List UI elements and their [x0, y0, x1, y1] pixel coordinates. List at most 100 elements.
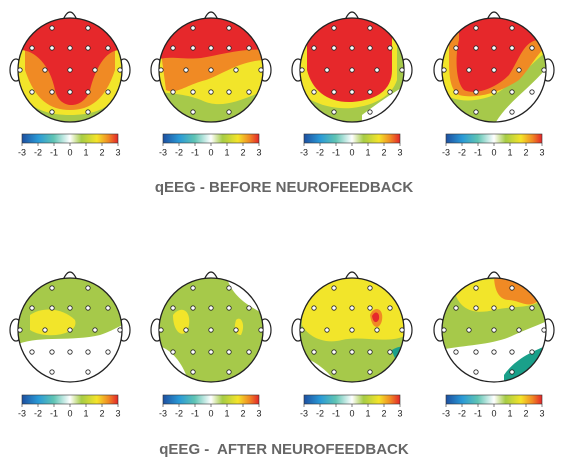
electrode: [311, 349, 317, 355]
colorbar-tick-label: 3: [397, 408, 402, 418]
electrode: [311, 89, 317, 95]
colorbar-tick-label: 2: [381, 408, 386, 418]
electrode: [105, 89, 111, 95]
electrode: [170, 45, 176, 51]
colorbar-tick-label: 1: [507, 147, 512, 157]
electrode: [170, 305, 176, 311]
electrode: [29, 349, 35, 355]
section-title: qEEG - AFTER NEUROFEEDBACK: [159, 441, 409, 458]
electrode: [453, 45, 459, 51]
electrode: [331, 109, 337, 115]
colorbar-tick-label: -2: [458, 147, 466, 157]
electrode: [367, 25, 373, 31]
electrode: [208, 67, 214, 73]
electrode: [441, 327, 447, 333]
electrode: [117, 67, 123, 73]
electrode: [331, 45, 337, 51]
electrode: [105, 45, 111, 51]
electrode: [105, 305, 111, 311]
colorbar-tick-label: -3: [442, 147, 450, 157]
colorbar: [445, 133, 543, 144]
electrode: [85, 285, 91, 291]
electrode: [226, 109, 232, 115]
electrode: [208, 45, 214, 51]
electrode: [311, 305, 317, 311]
electrode: [49, 89, 55, 95]
colorbar-tick-label: 0: [208, 147, 213, 157]
electrode: [491, 327, 497, 333]
electrode: [246, 305, 252, 311]
head-map: [9, 11, 131, 123]
region: [30, 309, 76, 336]
colorbar-tick-label: 1: [83, 147, 88, 157]
head-map: [9, 271, 131, 383]
electrode: [473, 349, 479, 355]
electrode: [399, 67, 405, 73]
electrode: [473, 109, 479, 115]
electrode: [367, 305, 373, 311]
colorbar-tick-label: 3: [256, 147, 261, 157]
electrode: [349, 67, 355, 73]
electrode: [387, 45, 393, 51]
electrode: [367, 285, 373, 291]
electrode: [233, 67, 239, 73]
electrode: [331, 285, 337, 291]
colorbar-tick-label: 1: [365, 408, 370, 418]
electrode: [367, 109, 373, 115]
colorbar-tick-label: -2: [175, 408, 183, 418]
colorbar-tick-label: -1: [474, 408, 482, 418]
colorbar-tick-label: -2: [34, 408, 42, 418]
electrode: [374, 327, 380, 333]
electrode: [49, 349, 55, 355]
electrode: [226, 349, 232, 355]
colorbar-tick-label: 3: [539, 147, 544, 157]
electrode: [466, 327, 472, 333]
electrode: [42, 327, 48, 333]
colorbar-tick-label: 3: [256, 408, 261, 418]
colorbar-tick-label: -3: [18, 147, 26, 157]
electrode: [226, 285, 232, 291]
electrode: [466, 67, 472, 73]
electrode: [49, 285, 55, 291]
electrode: [170, 349, 176, 355]
colorbar-tick-label: 3: [397, 147, 402, 157]
electrode: [190, 305, 196, 311]
electrode: [183, 67, 189, 73]
electrode: [331, 25, 337, 31]
electrode: [233, 327, 239, 333]
electrode: [349, 305, 355, 311]
electrode: [158, 67, 164, 73]
colorbar-tick-label: -3: [442, 408, 450, 418]
electrode: [226, 25, 232, 31]
electrode: [399, 327, 405, 333]
colorbar-tick-label: 0: [67, 408, 72, 418]
electrode: [509, 305, 515, 311]
electrode: [541, 67, 547, 73]
electrode: [453, 305, 459, 311]
electrode: [246, 349, 252, 355]
colorbar: [303, 394, 401, 405]
colorbar-tick-label: -1: [191, 147, 199, 157]
head-map: [291, 271, 413, 383]
electrode: [473, 89, 479, 95]
electrode: [349, 349, 355, 355]
electrode: [29, 89, 35, 95]
electrode: [349, 45, 355, 51]
colorbar-tick-label: -1: [50, 408, 58, 418]
electrode: [529, 349, 535, 355]
electrode: [453, 89, 459, 95]
electrode: [49, 109, 55, 115]
electrode: [509, 89, 515, 95]
colorbar-tick-label: 0: [491, 408, 496, 418]
colorbar-tick-label: -3: [300, 147, 308, 157]
colorbar-tick-label: 0: [208, 408, 213, 418]
electrode: [491, 89, 497, 95]
electrode: [190, 45, 196, 51]
electrode: [190, 285, 196, 291]
colorbar-tick-label: 1: [224, 408, 229, 418]
colorbar-tick-label: -2: [316, 147, 324, 157]
electrode: [516, 67, 522, 73]
electrode: [85, 369, 91, 375]
electrode: [49, 25, 55, 31]
head-map: [150, 271, 272, 383]
